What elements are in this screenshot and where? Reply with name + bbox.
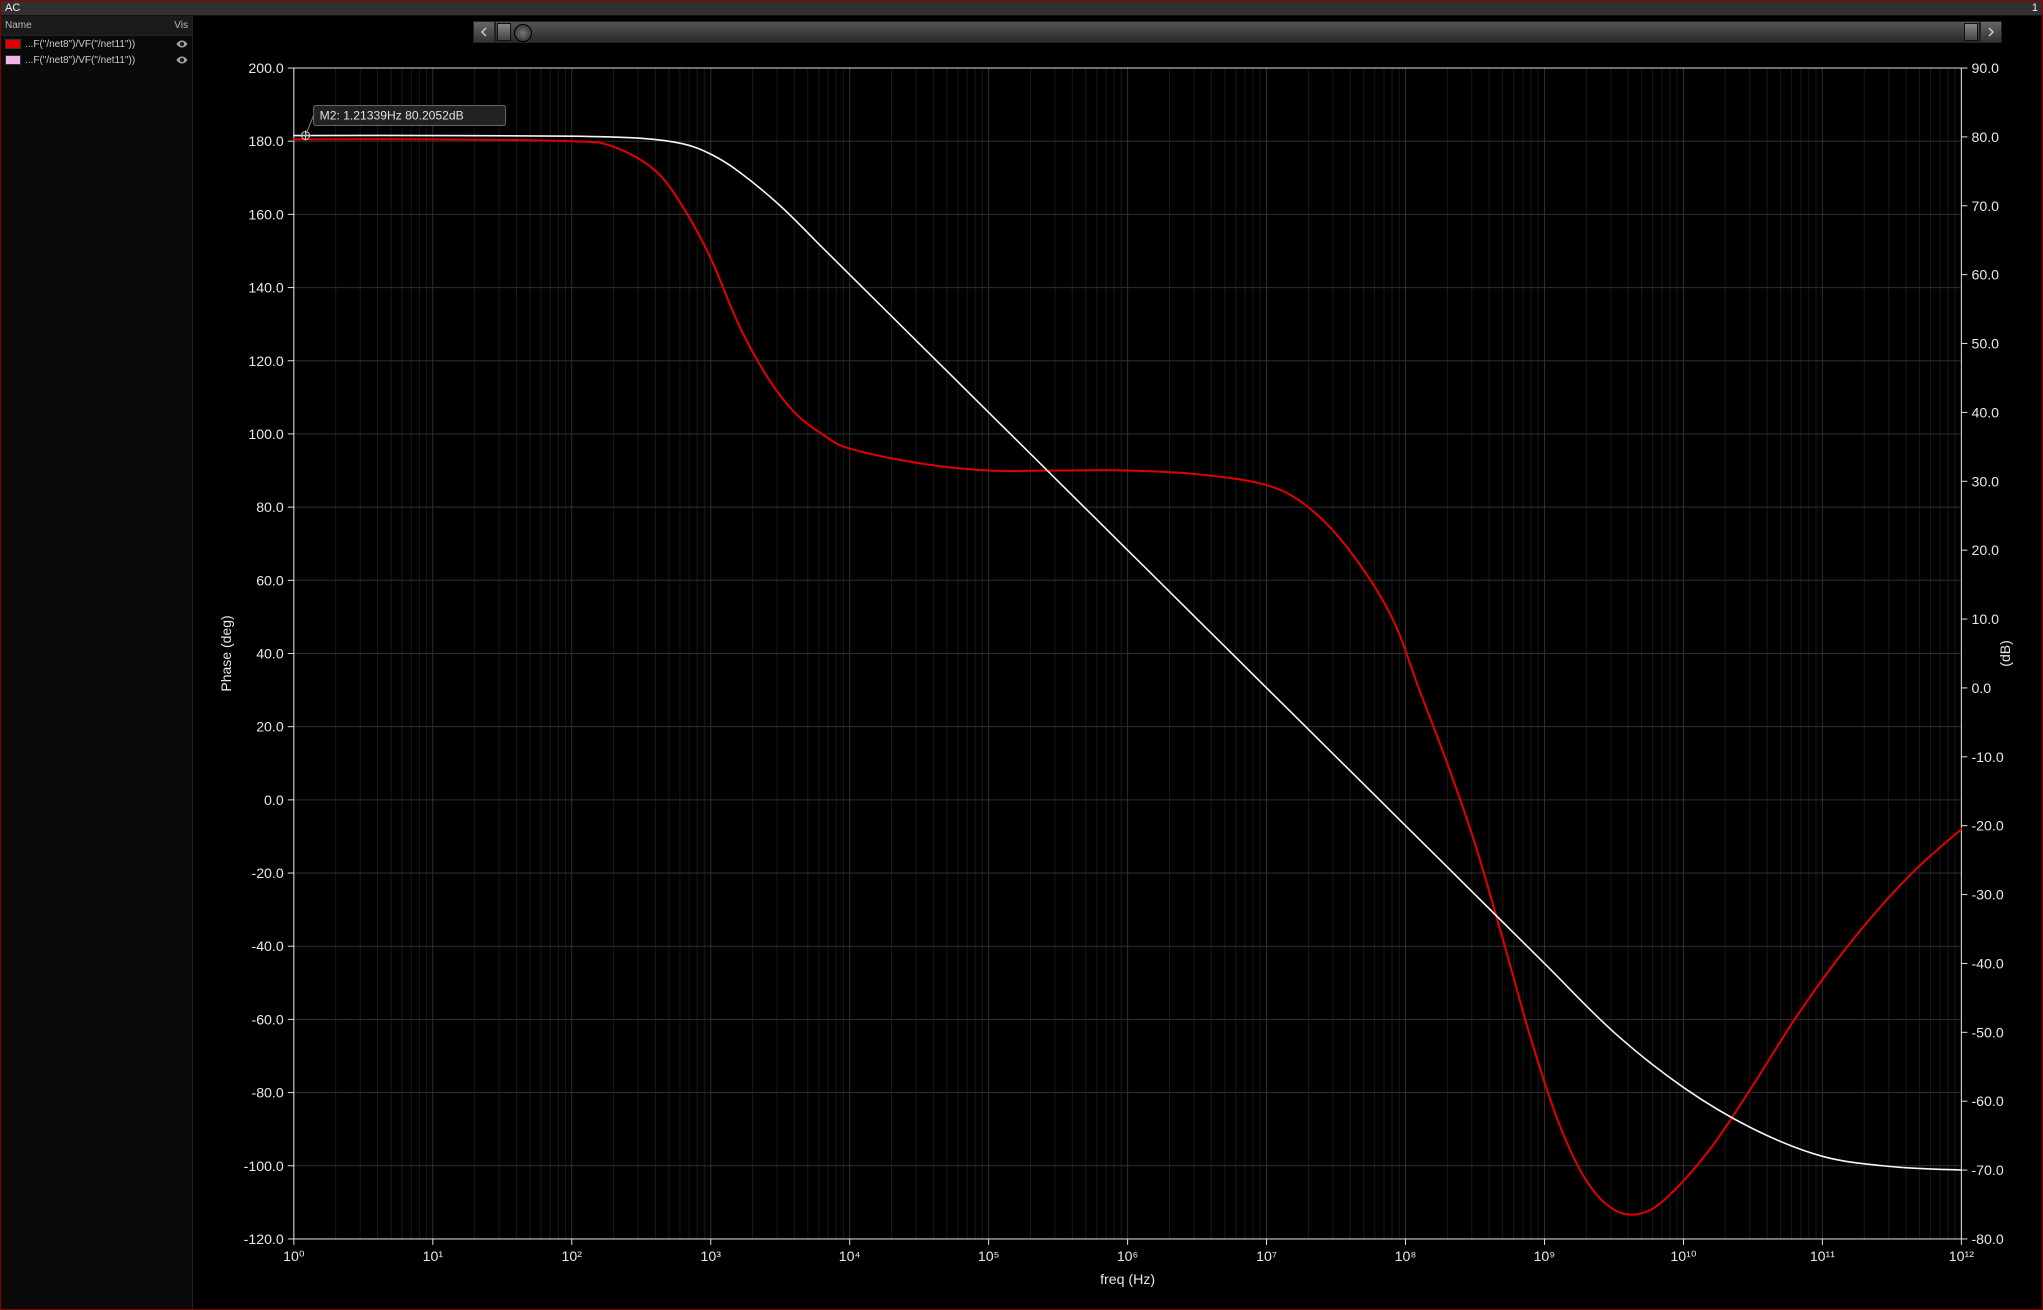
svg-text:40.0: 40.0: [1971, 404, 1999, 420]
svg-text:10⁶: 10⁶: [1117, 1248, 1139, 1264]
scroll-track[interactable]: [495, 21, 1980, 43]
svg-text:(dB): (dB): [1997, 640, 2013, 666]
legend-item-1[interactable]: ...F("/net8")/VF("/net11")): [1, 52, 192, 68]
chart-area[interactable]: 10⁰ 10¹ 10² 10³ 10⁴ 10⁵ 10⁶ 10⁷ 10⁸ 10⁹ 10¹⁰ 10¹¹ 10…: [213, 48, 2022, 1299]
legend-header: Name Vis: [1, 16, 192, 36]
svg-text:M2: 1.21339Hz 80.2052dB: M2: 1.21339Hz 80.2052dB: [320, 109, 464, 123]
svg-text:-30.0: -30.0: [1971, 887, 2003, 903]
svg-text:-60.0: -60.0: [1971, 1093, 2003, 1109]
svg-text:freq (Hz): freq (Hz): [1100, 1271, 1155, 1287]
svg-text:-20.0: -20.0: [1971, 818, 2003, 834]
home-button-icon[interactable]: [514, 24, 532, 42]
window-corner-indicator: 1: [2032, 2, 2038, 14]
legend-label-1: ...F("/net8")/VF("/net11")): [25, 55, 172, 66]
svg-text:-50.0: -50.0: [1971, 1024, 2003, 1040]
svg-text:60.0: 60.0: [256, 572, 284, 588]
svg-text:-40.0: -40.0: [1971, 956, 2003, 972]
svg-text:180.0: 180.0: [248, 133, 284, 149]
svg-text:120.0: 120.0: [248, 353, 284, 369]
scroll-thumb-left[interactable]: [497, 23, 511, 41]
svg-text:60.0: 60.0: [1971, 267, 1999, 283]
legend-swatch-0: [5, 39, 21, 49]
window-titlebar: AC 1: [1, 1, 2042, 16]
plot-pane: 10⁰ 10¹ 10² 10³ 10⁴ 10⁵ 10⁶ 10⁷ 10⁸ 10⁹ 10¹⁰ 10¹¹ 10…: [193, 16, 2042, 1309]
svg-text:-80.0: -80.0: [251, 1085, 283, 1101]
svg-text:20.0: 20.0: [1971, 542, 1999, 558]
svg-text:0.0: 0.0: [1971, 680, 1991, 696]
svg-text:-40.0: -40.0: [251, 938, 283, 954]
svg-text:10⁴: 10⁴: [839, 1248, 861, 1264]
visibility-icon[interactable]: [176, 54, 188, 66]
svg-text:100.0: 100.0: [248, 426, 284, 442]
svg-text:-100.0: -100.0: [244, 1158, 284, 1174]
chevron-left-icon: [479, 27, 489, 37]
legend-header-name: Name: [5, 20, 32, 31]
svg-text:10.0: 10.0: [1971, 611, 1999, 627]
svg-text:90.0: 90.0: [1971, 60, 1999, 76]
svg-text:80.0: 80.0: [1971, 129, 1999, 145]
svg-text:50.0: 50.0: [1971, 336, 1999, 352]
svg-text:200.0: 200.0: [248, 60, 284, 76]
svg-text:0.0: 0.0: [264, 792, 284, 808]
svg-text:160.0: 160.0: [248, 206, 284, 222]
scroll-thumb-right[interactable]: [1964, 23, 1978, 41]
svg-text:-80.0: -80.0: [1971, 1231, 2003, 1247]
legend-item-0[interactable]: ...F("/net8")/VF("/net11")): [1, 36, 192, 52]
svg-text:10¹²: 10¹²: [1949, 1248, 1974, 1264]
svg-text:10⁷: 10⁷: [1256, 1248, 1277, 1264]
legend-swatch-1: [5, 55, 21, 65]
window-title: AC: [5, 2, 20, 14]
svg-text:10¹⁰: 10¹⁰: [1670, 1248, 1696, 1264]
svg-text:30.0: 30.0: [1971, 473, 1999, 489]
svg-text:Phase (deg): Phase (deg): [218, 615, 234, 691]
scroll-left-button[interactable]: [473, 21, 495, 43]
horizontal-scrollbar[interactable]: [473, 21, 2002, 43]
legend-header-vis: Vis: [174, 20, 188, 31]
main-area: Name Vis ...F("/net8")/VF("/net11")) ...…: [1, 16, 2042, 1309]
legend-sidebar: Name Vis ...F("/net8")/VF("/net11")) ...…: [1, 16, 193, 1309]
svg-text:10³: 10³: [700, 1248, 721, 1264]
svg-text:70.0: 70.0: [1971, 198, 1999, 214]
svg-text:10²: 10²: [562, 1248, 583, 1264]
svg-text:-20.0: -20.0: [251, 865, 283, 881]
svg-text:-70.0: -70.0: [1971, 1162, 2003, 1178]
svg-text:80.0: 80.0: [256, 499, 284, 515]
chevron-right-icon: [1986, 27, 1996, 37]
svg-text:-60.0: -60.0: [251, 1011, 283, 1027]
bode-plot[interactable]: 10⁰ 10¹ 10² 10³ 10⁴ 10⁵ 10⁶ 10⁷ 10⁸ 10⁹ 10¹⁰ 10¹¹ 10…: [213, 48, 2022, 1299]
svg-text:-120.0: -120.0: [244, 1231, 284, 1247]
svg-text:140.0: 140.0: [248, 280, 284, 296]
svg-text:-10.0: -10.0: [1971, 749, 2003, 765]
svg-text:10⁵: 10⁵: [978, 1248, 1000, 1264]
svg-text:20.0: 20.0: [256, 719, 284, 735]
svg-text:10¹: 10¹: [423, 1248, 444, 1264]
visibility-icon[interactable]: [176, 38, 188, 50]
svg-text:40.0: 40.0: [256, 646, 284, 662]
legend-label-0: ...F("/net8")/VF("/net11")): [25, 39, 172, 50]
svg-text:10⁸: 10⁸: [1395, 1248, 1417, 1264]
svg-text:10⁰: 10⁰: [283, 1248, 305, 1264]
scroll-right-button[interactable]: [1980, 21, 2002, 43]
svg-text:10⁹: 10⁹: [1534, 1248, 1556, 1264]
svg-text:10¹¹: 10¹¹: [1810, 1248, 1835, 1264]
